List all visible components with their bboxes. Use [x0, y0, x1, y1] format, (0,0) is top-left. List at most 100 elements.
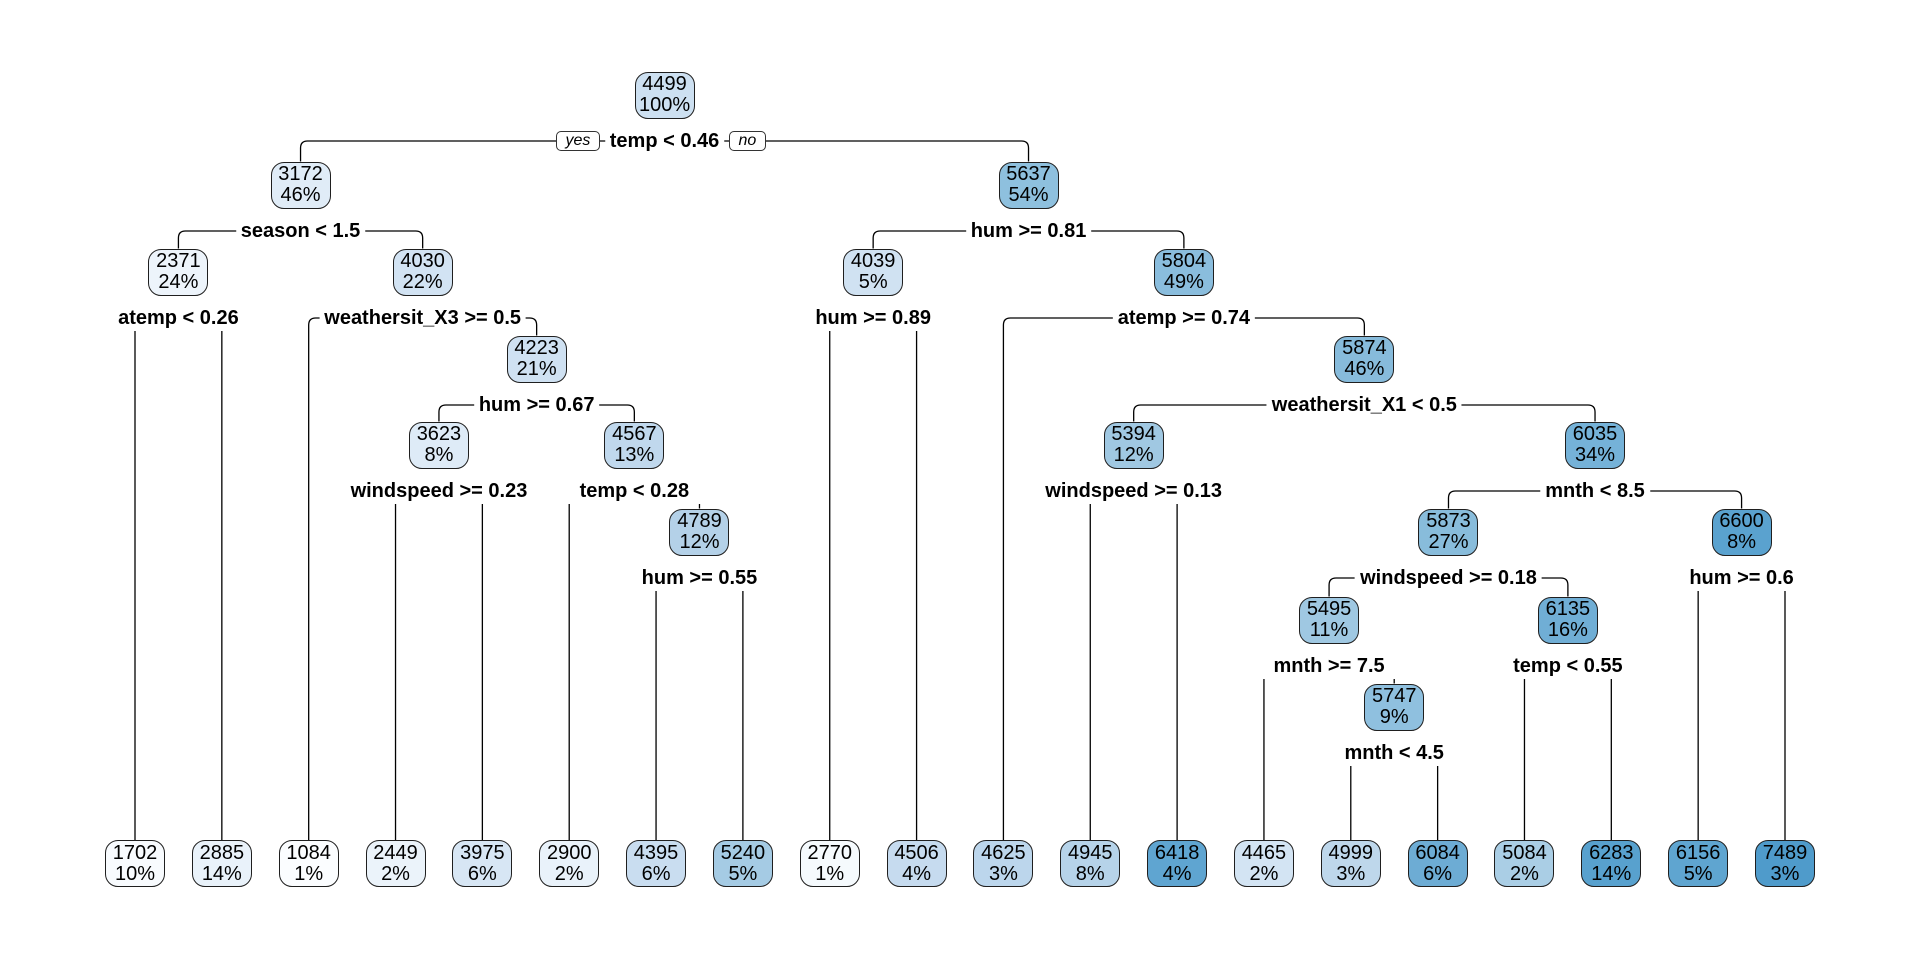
- leaf-node-1084: 1084 1%: [278, 840, 339, 887]
- node-percent: 8%: [1075, 862, 1105, 885]
- leaf-node-3975: 3975 6%: [452, 840, 513, 887]
- node-percent: 1%: [294, 862, 324, 885]
- node-percent: 16%: [1547, 619, 1588, 641]
- node-value: 4625: [981, 841, 1026, 864]
- node-percent: 12%: [679, 531, 720, 553]
- node-value: 5637: [1006, 163, 1051, 185]
- node-percent: 24%: [158, 271, 199, 293]
- leaf-node-5084: 5084 2%: [1494, 840, 1555, 887]
- split-label: weathersit_X1 < 0.5: [1266, 393, 1462, 417]
- split-label: windspeed >= 0.13: [1040, 479, 1228, 503]
- node-value: 6084: [1415, 841, 1460, 864]
- node-percent: 4%: [1162, 862, 1192, 885]
- node-percent: 46%: [1344, 358, 1385, 380]
- tree-node-4030: 4030 22%: [392, 248, 453, 296]
- leaf-node-6283: 6283 14%: [1581, 840, 1642, 887]
- node-value: 5873: [1426, 510, 1471, 532]
- node-percent: 6%: [467, 862, 497, 885]
- node-percent: 11%: [1309, 619, 1349, 641]
- node-value: 5084: [1502, 841, 1547, 864]
- tree-node-6035: 6035 34%: [1565, 421, 1626, 469]
- node-value: 2885: [199, 841, 245, 864]
- leaf-node-4625: 4625 3%: [973, 840, 1034, 887]
- node-percent: 2%: [381, 862, 410, 885]
- node-percent: 2%: [554, 862, 584, 885]
- node-percent: 10%: [114, 862, 156, 885]
- split-label: temp < 0.46: [604, 129, 725, 153]
- node-percent: 8%: [424, 444, 454, 466]
- node-percent: 46%: [280, 184, 321, 206]
- node-percent: 6%: [1423, 862, 1453, 885]
- split-label: weathersit_X3 >= 0.5: [319, 306, 527, 330]
- leaf-node-4999: 4999 3%: [1320, 840, 1381, 887]
- edge: [524, 317, 538, 336]
- node-percent: 6%: [641, 862, 671, 885]
- edge: [177, 230, 238, 249]
- split-label: atemp < 0.26: [113, 306, 244, 330]
- node-value: 4999: [1328, 841, 1374, 864]
- node-percent: 49%: [1163, 271, 1204, 293]
- node-percent: 5%: [1683, 862, 1713, 885]
- edge: [1459, 404, 1596, 422]
- tree-node-5873: 5873 27%: [1418, 508, 1479, 556]
- node-percent: 3%: [988, 862, 1018, 885]
- node-value: 6156: [1675, 841, 1721, 864]
- node-value: 4506: [894, 841, 939, 864]
- leaf-node-2900: 2900 2%: [539, 840, 600, 887]
- tree-node-3172: 3172 46%: [270, 161, 331, 209]
- edge: [1133, 404, 1269, 422]
- split-label: windspeed >= 0.18: [1355, 566, 1542, 590]
- node-percent: 100%: [638, 94, 691, 116]
- node-value: 6283: [1589, 841, 1634, 864]
- leaf-node-4465: 4465 2%: [1233, 840, 1294, 887]
- tree-node-4789: 4789 12%: [669, 508, 730, 556]
- node-value: 2900: [546, 841, 592, 864]
- node-value: 5747: [1371, 685, 1417, 707]
- edge: [1328, 577, 1357, 597]
- leaf-node-6418: 6418 4%: [1147, 840, 1208, 887]
- tree-node-5495: 5495 11%: [1299, 596, 1360, 644]
- edge: [1539, 577, 1569, 597]
- edge: [1252, 317, 1366, 336]
- tree-node-4039: 4039 5%: [843, 248, 904, 296]
- node-percent: 13%: [614, 444, 655, 466]
- node-percent: 2%: [1249, 862, 1279, 885]
- edge: [872, 230, 968, 249]
- node-percent: 3%: [1336, 862, 1366, 885]
- leaf-node-2449: 2449 2%: [365, 840, 426, 887]
- edge: [308, 317, 322, 840]
- node-percent: 54%: [1008, 184, 1049, 206]
- split-label: hum >= 0.6: [1684, 566, 1799, 590]
- node-value: 6135: [1545, 598, 1591, 620]
- node-value: 2449: [373, 841, 418, 864]
- node-percent: 14%: [201, 862, 242, 885]
- node-value: 4039: [850, 250, 896, 272]
- tree-node-2371: 2371 24%: [148, 248, 209, 296]
- split-label: atemp >= 0.74: [1112, 306, 1256, 330]
- node-percent: 27%: [1428, 531, 1469, 553]
- node-value: 1702: [112, 841, 158, 864]
- node-value: 2770: [807, 841, 852, 864]
- node-percent: 4%: [902, 862, 932, 885]
- leaf-node-2885: 2885 14%: [191, 840, 252, 887]
- leaf-node-7489: 7489 3%: [1754, 840, 1815, 887]
- tree-node-5804: 5804 49%: [1153, 248, 1214, 296]
- node-percent: 12%: [1113, 444, 1154, 466]
- edge: [438, 404, 476, 422]
- split-label: temp < 0.28: [574, 479, 695, 503]
- tree-node-5874: 5874 46%: [1334, 335, 1395, 383]
- node-percent: 34%: [1575, 444, 1616, 466]
- leaf-node-4945: 4945 8%: [1060, 840, 1121, 887]
- tree-node-5394: 5394 12%: [1103, 421, 1164, 469]
- leaf-node-1702: 1702 10%: [105, 840, 165, 887]
- tree-node-4223: 4223 21%: [506, 335, 567, 383]
- node-value: 4395: [633, 841, 679, 864]
- split-label: hum >= 0.55: [636, 566, 763, 590]
- tree-node-4499: 4499 100%: [634, 71, 695, 119]
- yes-badge: yes: [555, 131, 601, 151]
- leaf-node-6156: 6156 5%: [1668, 840, 1729, 887]
- node-value: 6600: [1719, 510, 1764, 532]
- node-value: 5874: [1342, 337, 1387, 359]
- edge: [1447, 490, 1543, 509]
- edge: [363, 230, 424, 249]
